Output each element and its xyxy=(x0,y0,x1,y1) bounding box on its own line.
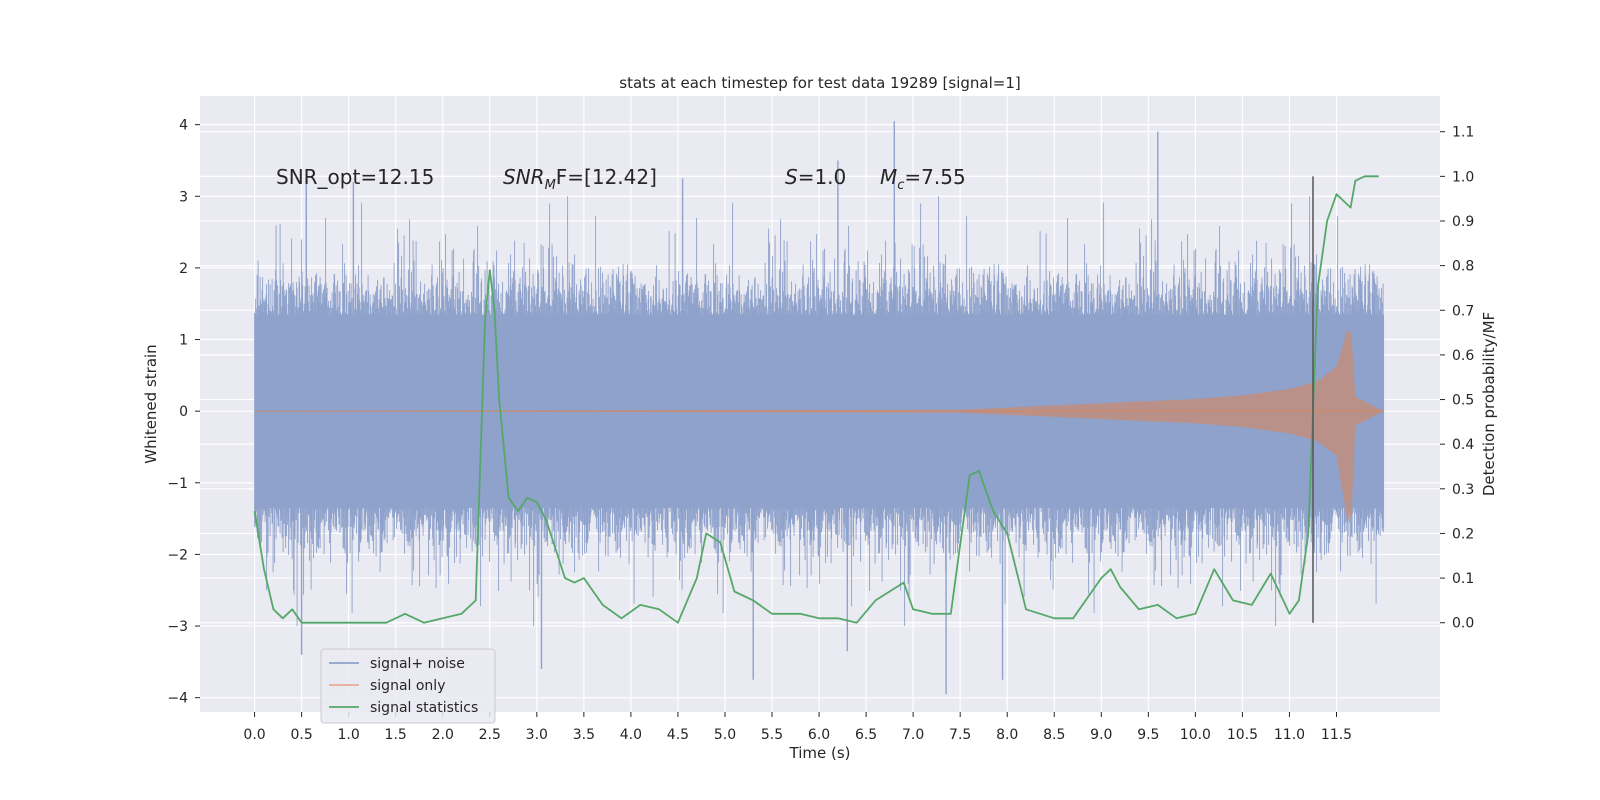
x-tick-label: 10.0 xyxy=(1180,727,1211,743)
annotation-snr-mf-label: SNR xyxy=(503,165,545,189)
y-right-tick-label: 0.1 xyxy=(1452,571,1474,587)
annotation-mc-rest: =7.55 xyxy=(904,165,965,189)
y-right-tick-label: 0.3 xyxy=(1452,482,1474,498)
y-right-tick-label: 0.7 xyxy=(1452,303,1474,319)
x-tick-label: 7.5 xyxy=(949,727,971,743)
x-tick-label: 9.0 xyxy=(1090,727,1112,743)
x-tick-label: 1.0 xyxy=(338,727,360,743)
y-tick-label: −4 xyxy=(167,691,188,707)
noise-spikes xyxy=(300,121,1159,695)
y-tick-label: 4 xyxy=(179,118,188,134)
y-axis-ticks: −4 −3 −2 −1 0 1 2 3 4 xyxy=(167,118,200,707)
signal-statistics-series xyxy=(253,175,1379,624)
chart-title: stats at each timestep for test data 192… xyxy=(619,74,1020,92)
y-right-tick-label: 1.0 xyxy=(1452,169,1474,185)
annotation-snr-mf: SNRMF=[12.42] xyxy=(503,165,657,193)
x-tick-label: 10.5 xyxy=(1227,727,1258,743)
y-right-tick-label: 0.6 xyxy=(1452,348,1474,364)
y-right-tick-label: 0.9 xyxy=(1452,214,1474,230)
y-right-tick-label: 0.0 xyxy=(1452,616,1474,632)
x-tick-label: 3.0 xyxy=(526,727,548,743)
annotation-mc: Mc=7.55 xyxy=(880,165,966,193)
annotation-mc-sub: c xyxy=(897,178,904,193)
x-tick-label: 11.5 xyxy=(1321,727,1352,743)
x-tick-label: 2.5 xyxy=(479,727,501,743)
x-tick-label: 8.5 xyxy=(1043,727,1065,743)
x-tick-label: 7.0 xyxy=(902,727,924,743)
y-tick-label: 2 xyxy=(179,261,188,277)
x-axis-label: Time (s) xyxy=(789,744,851,762)
legend-label-signal-only: signal only xyxy=(370,678,445,694)
y-right-tick-label: 0.8 xyxy=(1452,259,1474,275)
y-right-tick-label: 0.2 xyxy=(1452,526,1474,542)
y-tick-label: −3 xyxy=(167,619,188,635)
annotation-snr-mf-rest: F=[12.42] xyxy=(556,165,657,189)
annotation-s-rest: =1.0 xyxy=(798,165,847,189)
x-tick-label: 0.0 xyxy=(243,727,265,743)
x-tick-label: 6.5 xyxy=(855,727,877,743)
x-tick-label: 8.0 xyxy=(996,727,1018,743)
x-tick-label: 5.5 xyxy=(761,727,783,743)
annotation-snr-opt: SNR_opt=12.15 xyxy=(276,165,434,189)
legend-label-signal-noise: signal+ noise xyxy=(370,656,465,672)
x-tick-label: 9.5 xyxy=(1137,727,1159,743)
x-tick-label: 11.0 xyxy=(1274,727,1305,743)
x-axis-ticks: 0.0 0.5 1.0 1.5 2.0 2.5 3.0 3.5 4.0 4.5 5.0 5.5 6.0 6… xyxy=(243,712,1352,743)
legend-box xyxy=(320,648,496,724)
annotation-s-label: S xyxy=(785,165,798,189)
x-tick-label: 5.0 xyxy=(714,727,736,743)
y-right-axis-ticks: 0.0 0.1 0.2 0.3 0.4 0.5 0.6 0.7 0.8 0.9 1.0 1.1 xyxy=(1440,125,1474,632)
annotation-mc-label: M xyxy=(880,165,897,189)
x-tick-label: 0.5 xyxy=(290,727,312,743)
legend: signal+ noise signal only signal statist… xyxy=(320,648,496,724)
y-right-tick-label: 0.5 xyxy=(1452,393,1474,409)
y-tick-label: −2 xyxy=(167,547,188,563)
x-tick-label: 4.5 xyxy=(667,727,689,743)
y-tick-label: −1 xyxy=(167,476,188,492)
y-right-axis-label: Detection probability/MF xyxy=(1480,312,1498,496)
y-right-tick-label: 0.4 xyxy=(1452,437,1474,453)
y-right-tick-label: 1.1 xyxy=(1452,125,1474,141)
signal-statistics-line xyxy=(253,175,1379,624)
signal-only-series xyxy=(254,328,1384,523)
y-axis-label: Whitened strain xyxy=(142,344,160,463)
x-tick-label: 3.5 xyxy=(573,727,595,743)
x-tick-label: 4.0 xyxy=(620,727,642,743)
annotation-s: S=1.0 xyxy=(785,165,846,189)
x-tick-label: 1.5 xyxy=(385,727,407,743)
annotation-snr-mf-sub: M xyxy=(545,178,556,193)
y-tick-label: 3 xyxy=(179,189,188,205)
x-tick-label: 6.0 xyxy=(808,727,830,743)
y-tick-label: 1 xyxy=(179,333,188,349)
y-tick-label: 0 xyxy=(179,404,188,420)
x-tick-label: 2.0 xyxy=(432,727,454,743)
legend-label-signal-statistics: signal statistics xyxy=(370,700,478,716)
